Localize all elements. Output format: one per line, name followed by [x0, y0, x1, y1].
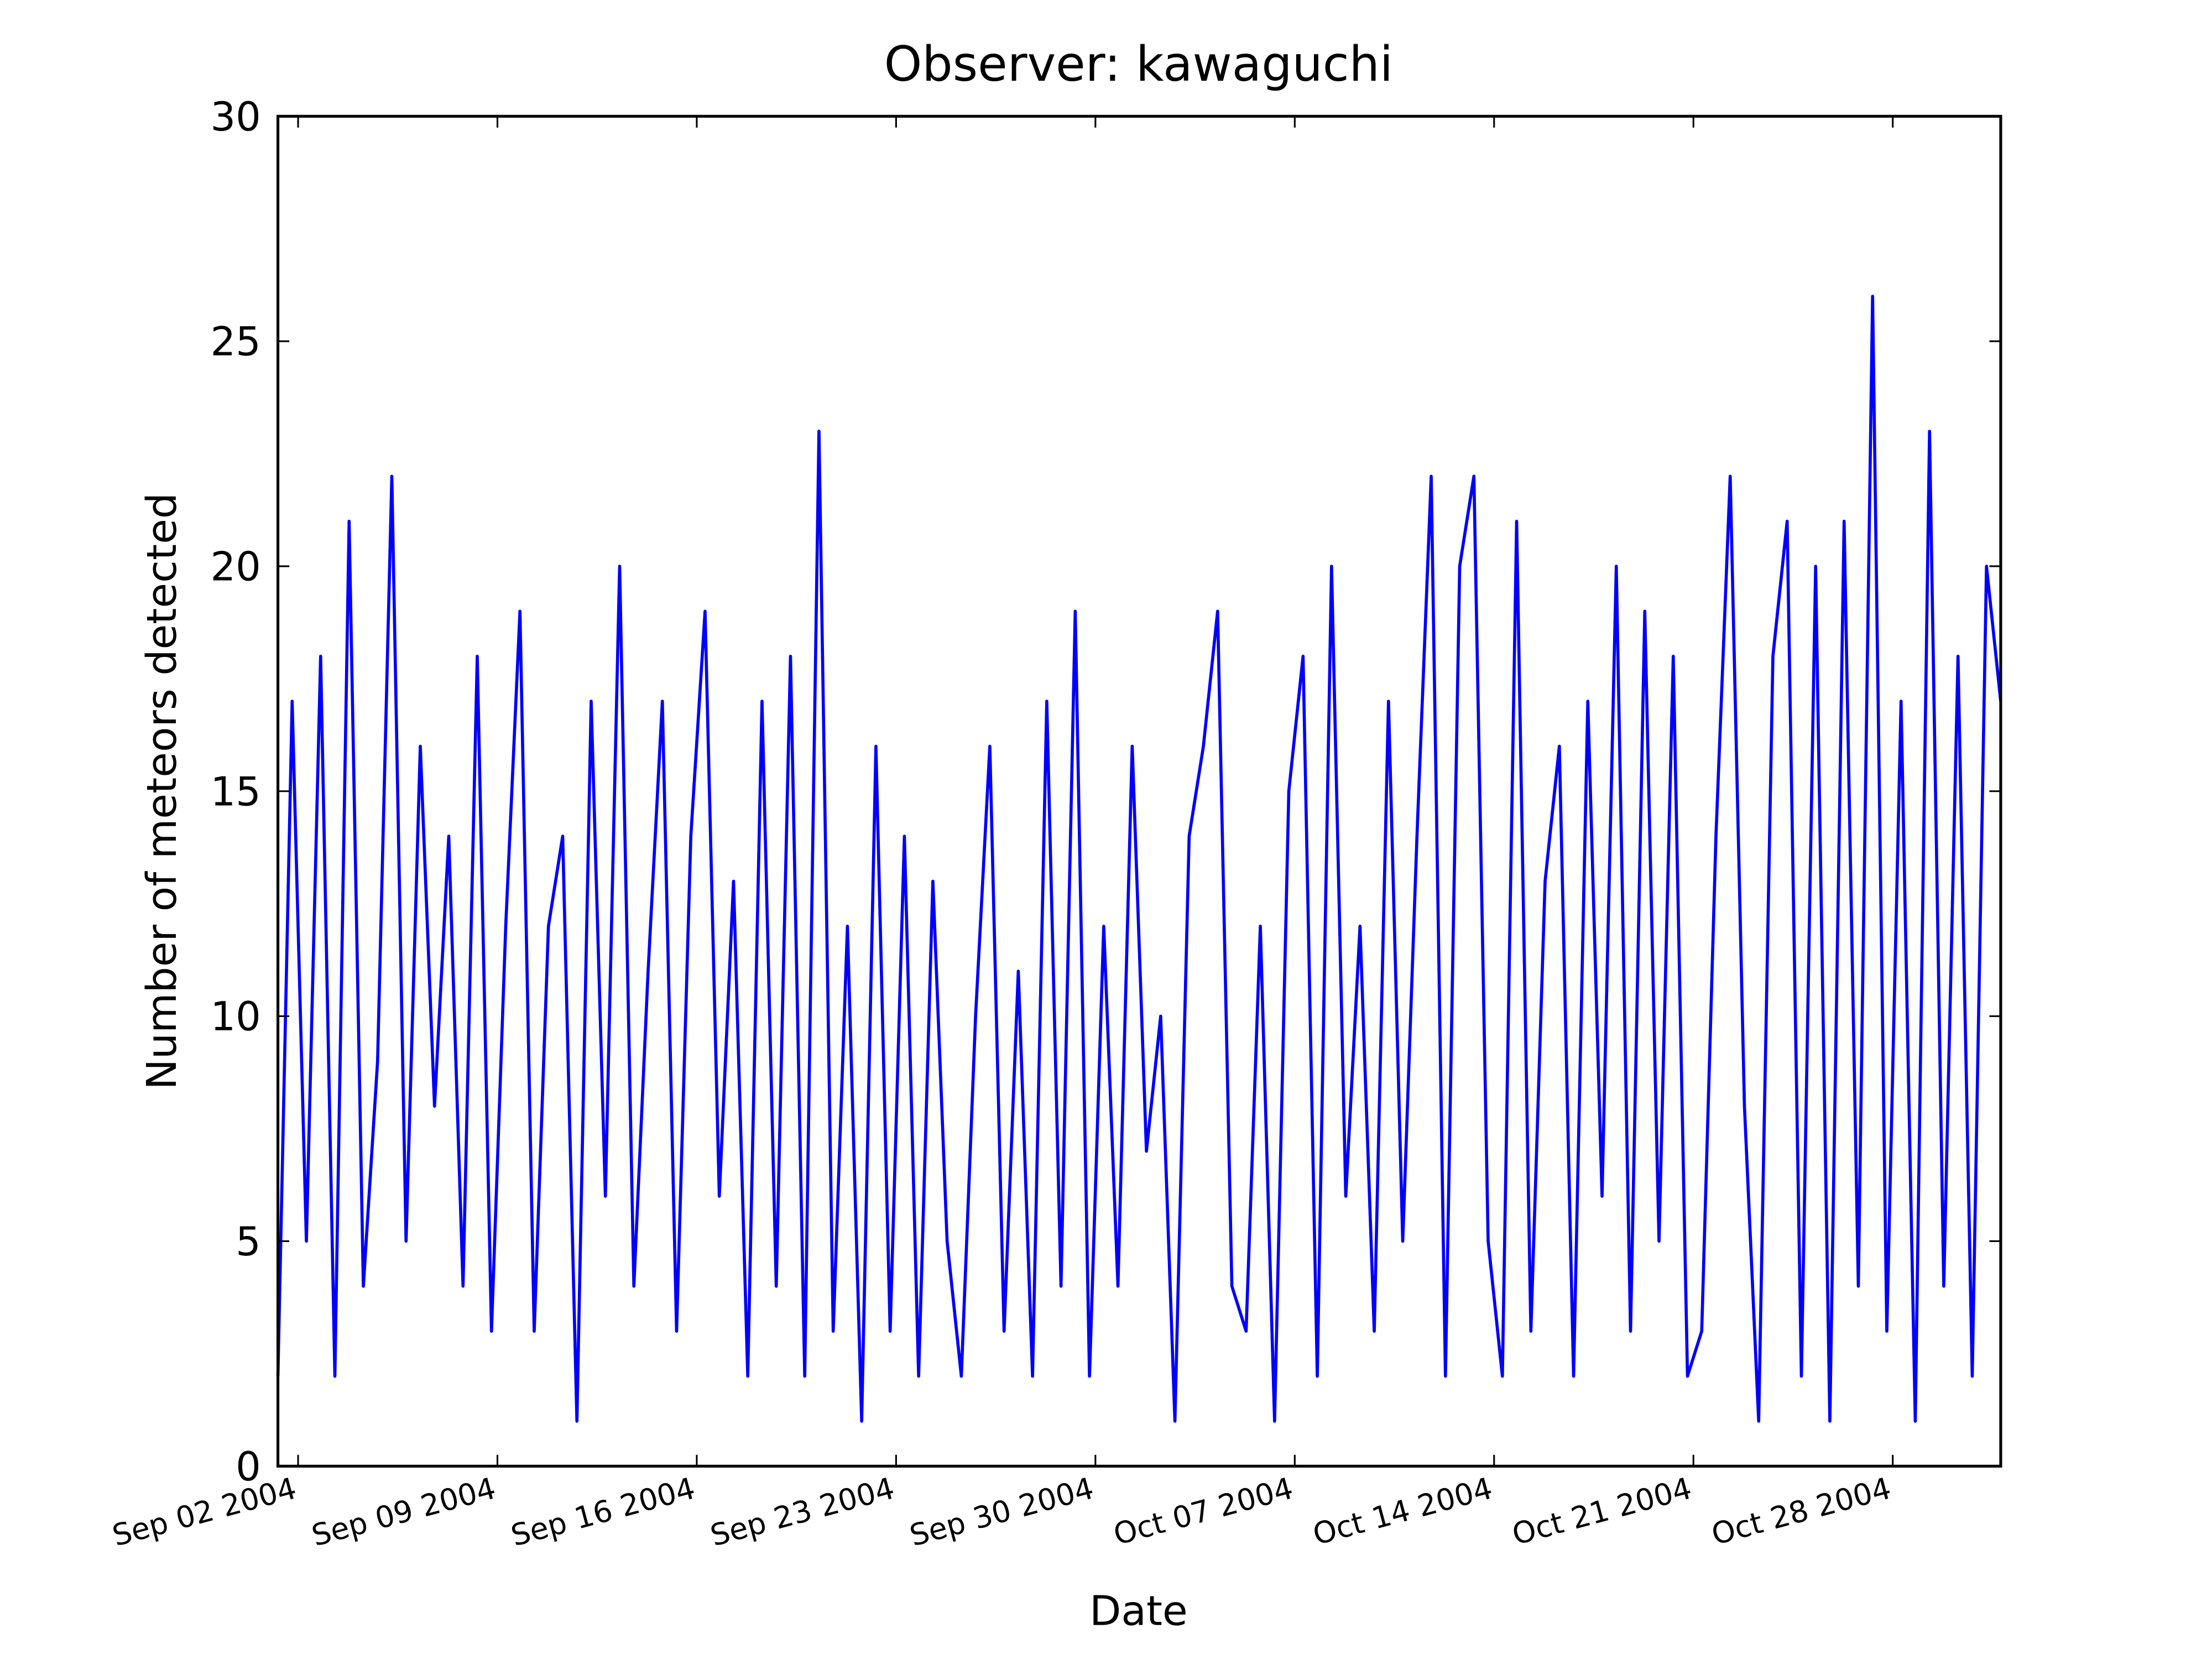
y-axis-label: Number of meteors detected — [138, 493, 186, 1090]
y-tick-label: 25 — [210, 319, 260, 365]
chart-title: Observer: kawaguchi — [884, 36, 1393, 92]
y-tick-label: 0 — [236, 1443, 261, 1490]
y-tick-label: 10 — [210, 993, 260, 1040]
x-axis-label: Date — [1089, 1587, 1188, 1635]
y-tick-label: 5 — [236, 1218, 261, 1265]
y-tick-label: 30 — [210, 93, 260, 140]
data-line — [276, 294, 2002, 1423]
y-tick-label: 20 — [210, 544, 260, 590]
plot-area — [276, 294, 2002, 1423]
y-tick-label: 15 — [210, 768, 260, 815]
